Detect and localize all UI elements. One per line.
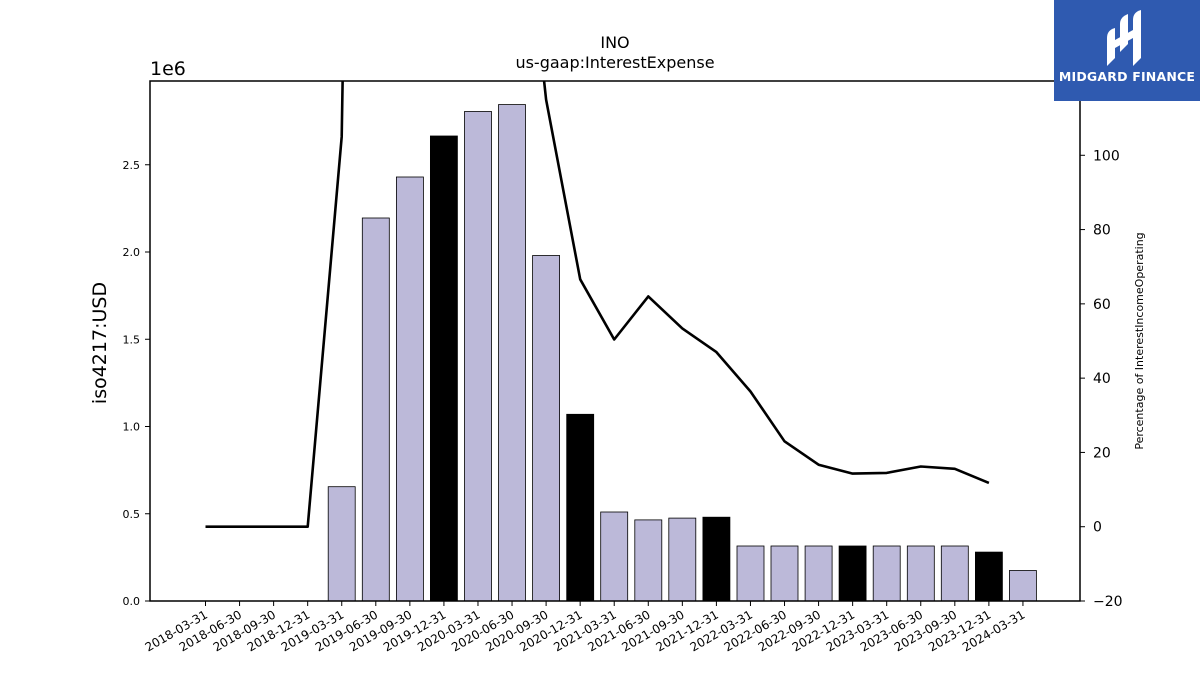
chart-title: INO	[600, 33, 629, 52]
y-tick-label: 0.5	[123, 508, 141, 521]
bar-2020-12-31	[566, 413, 595, 601]
line-series	[205, 81, 990, 529]
y2-tick-label: 40	[1093, 371, 1111, 387]
midgard-monogram-icon	[1107, 10, 1141, 66]
y2-tick-label: −20	[1093, 594, 1123, 610]
bar-2022-09-30	[804, 545, 833, 601]
midgard-finance-logo: MIDGARD FINANCE	[1054, 0, 1200, 101]
bar-2023-06-30	[906, 545, 935, 601]
bar-2023-03-31	[872, 545, 901, 601]
bar-2020-06-30	[498, 104, 526, 601]
y-tick-label: 2.5	[123, 159, 141, 172]
bar-2022-12-31	[838, 545, 867, 601]
y2-tick-label: 80	[1093, 223, 1111, 239]
bar-2019-06-30	[361, 217, 390, 601]
chart-subtitle: us-gaap:InterestExpense	[515, 53, 714, 72]
bar-2024-03-31	[1009, 570, 1037, 601]
y2-tick-label: 20	[1093, 445, 1111, 461]
y-axis-label: iso4217:USD	[89, 282, 111, 404]
bar-2022-06-30	[770, 545, 799, 601]
bar-2019-12-31	[429, 135, 458, 601]
y-tick-label: 0.0	[123, 595, 141, 608]
y2-axis-label: Percentage of InterestIncomeOperating	[1133, 232, 1146, 449]
logo-name: MIDGARD FINANCE	[1058, 69, 1196, 84]
bar-2022-03-31	[736, 545, 765, 601]
bar-2021-09-30	[668, 517, 697, 601]
y2-tick-label: 60	[1093, 297, 1111, 313]
bar-2019-09-30	[395, 176, 424, 601]
y-tick-label: 2.0	[123, 246, 141, 259]
y-scale-label: 1e6	[150, 58, 186, 80]
y-tick-label: 1.0	[123, 421, 141, 434]
bar-2023-09-30	[940, 545, 969, 601]
bar-2021-06-30	[634, 519, 663, 601]
bar-2019-03-31	[327, 486, 356, 601]
y-tick-label: 1.5	[123, 333, 141, 346]
plot-frame	[149, 80, 1081, 602]
bar-2020-09-30	[532, 255, 560, 601]
bar-2021-12-31	[702, 516, 731, 601]
bar-2020-03-31	[464, 111, 492, 601]
bar-2023-12-31	[975, 551, 1003, 601]
y2-tick-label: 100	[1093, 148, 1120, 164]
bar-2021-03-31	[600, 511, 629, 601]
y2-tick-label: 0	[1093, 520, 1102, 536]
